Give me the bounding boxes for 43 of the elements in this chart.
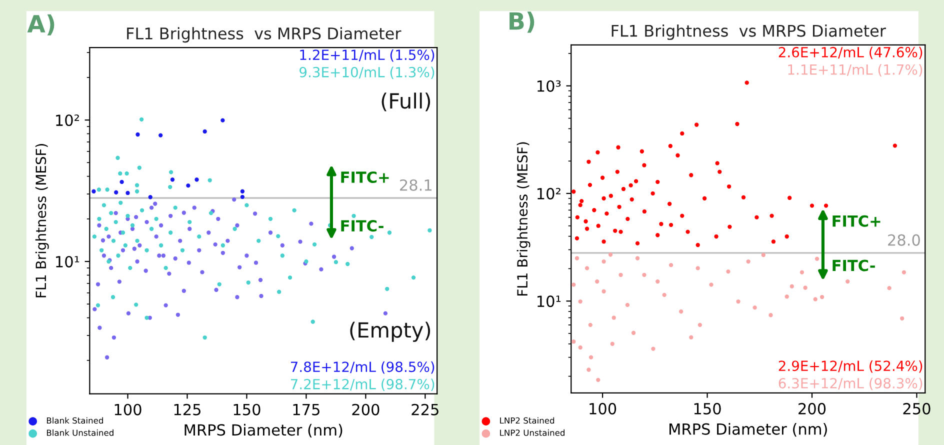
legend-label: Blank Stained bbox=[46, 417, 103, 424]
annotation: FITC- bbox=[341, 220, 384, 232]
x-tick-label: 200 bbox=[352, 404, 380, 416]
x-tick-label: 175 bbox=[293, 404, 320, 416]
x-axis-title: MRPS Diameter (nm) bbox=[184, 424, 342, 438]
x-tick-label: 100 bbox=[114, 404, 142, 416]
x-axis-title: MRPS Diameter (nm) bbox=[670, 423, 827, 437]
y-tick-label: 10³ bbox=[538, 80, 561, 92]
y-tick-label: 10¹ bbox=[56, 256, 80, 268]
y-axis-title: FL1 Brightness (MESF) bbox=[35, 144, 49, 298]
chart-title: FL1 Brightness vs MRPS Diameter bbox=[127, 27, 402, 43]
y-axis-title: FL1 Brightness (MESF) bbox=[516, 142, 530, 296]
annotation: 9.3E+10/mL (1.3%) bbox=[300, 66, 434, 80]
ref-line-label: 28.1 bbox=[400, 179, 432, 191]
annotation: (Empty) bbox=[350, 322, 430, 342]
annotation: 1.1E+11/mL (1.7%) bbox=[788, 64, 922, 76]
annotation: (Full) bbox=[382, 92, 430, 112]
annotation: FITC+ bbox=[341, 171, 389, 183]
annotation: FITC- bbox=[832, 260, 875, 272]
legend-label: Blank Unstained bbox=[46, 429, 114, 436]
annotation: 6.3E+12/mL (98.3%) bbox=[778, 378, 922, 390]
annotation: 1.2E+11/mL (1.5%) bbox=[300, 49, 434, 62]
y-tick-label: 10¹ bbox=[538, 296, 561, 308]
x-tick-label: 225 bbox=[412, 404, 438, 416]
legend-label: LNP2 Unstained bbox=[500, 429, 564, 436]
x-tick-label: 250 bbox=[903, 402, 930, 414]
y-tick-label: 10² bbox=[56, 114, 79, 126]
text: B) bbox=[510, 12, 534, 33]
x-tick-label: 125 bbox=[174, 404, 200, 416]
annotation: FITC+ bbox=[832, 215, 880, 227]
x-tick-label: 150 bbox=[694, 402, 721, 414]
x-tick-label: 200 bbox=[798, 402, 826, 414]
ref-line-label: 28.0 bbox=[888, 234, 920, 246]
legend-label: LNP2 Stained bbox=[500, 417, 554, 424]
annotation: 2.6E+12/mL (47.6%) bbox=[778, 46, 922, 60]
text: A) bbox=[27, 14, 54, 36]
annotation: 7.8E+12/mL (98.5%) bbox=[290, 361, 434, 374]
x-tick-label: 100 bbox=[590, 402, 616, 414]
y-tick-label: 10² bbox=[538, 188, 560, 200]
chart-title: FL1 Brightness vs MRPS Diameter bbox=[612, 24, 886, 40]
x-tick-label: 150 bbox=[234, 404, 260, 416]
annotation: 7.2E+12/mL (98.7%) bbox=[290, 378, 434, 392]
annotation: 2.9E+12/mL (52.4%) bbox=[778, 360, 922, 373]
